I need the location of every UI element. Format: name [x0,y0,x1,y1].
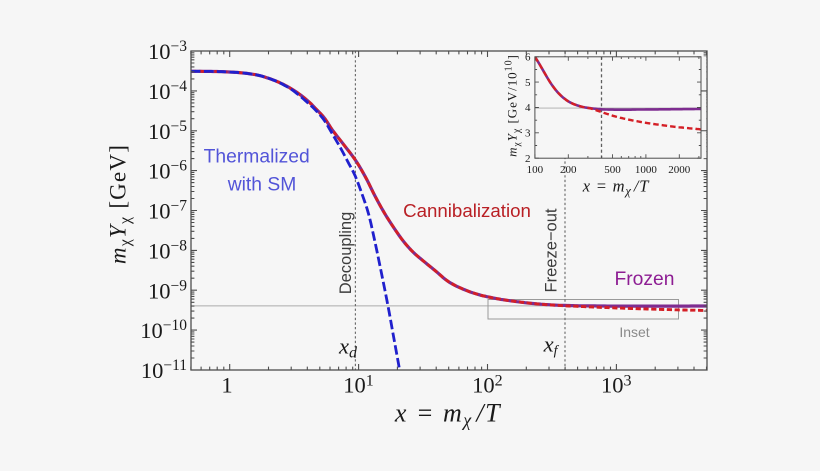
svg-text:500: 500 [604,164,621,176]
svg-text:2000: 2000 [668,164,691,176]
svg-text:1: 1 [221,373,232,398]
svg-text:3: 3 [525,128,531,140]
svg-text:10−4: 10−4 [148,78,187,104]
svg-text:Cannibalization: Cannibalization [403,200,531,221]
svg-text:Inset: Inset [619,324,649,340]
svg-text:4: 4 [525,102,531,114]
svg-text:Thermalized: Thermalized [204,146,310,167]
svg-text:1000: 1000 [635,164,658,176]
svg-text:5: 5 [525,77,531,89]
svg-text:Frozen: Frozen [614,269,674,290]
svg-text:200: 200 [560,164,577,176]
svg-text:with SM: with SM [227,175,297,196]
svg-text:2: 2 [525,153,531,165]
svg-text:x = mχ /T: x = mχ /T [394,399,501,431]
svg-text:x = mχ /T: x = mχ /T [582,176,650,198]
svg-text:mχYχ [GeV]: mχYχ [GeV] [106,144,135,264]
svg-text:Freeze−out: Freeze−out [543,208,561,292]
svg-text:mχYχ [GeV/1010]: mχYχ [GeV/1010] [504,54,523,157]
svg-text:Decoupling: Decoupling [337,212,355,295]
svg-text:6: 6 [525,52,531,64]
svg-text:100: 100 [527,164,544,176]
